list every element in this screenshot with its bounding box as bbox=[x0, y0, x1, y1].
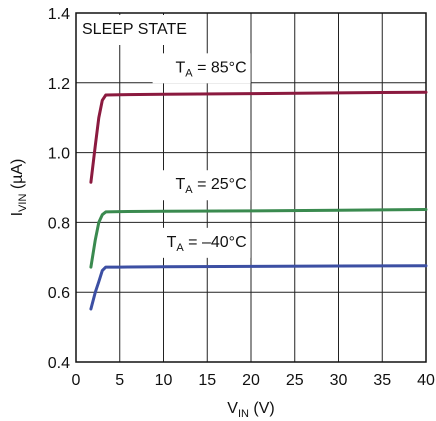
x-tick-label: 35 bbox=[373, 372, 391, 389]
series-label-background bbox=[152, 227, 251, 258]
y-tick-label: 1.2 bbox=[48, 76, 70, 93]
series-line-1 bbox=[89, 208, 428, 269]
note-background bbox=[78, 15, 188, 45]
x-tick-label: 40 bbox=[417, 372, 435, 389]
series-label-background bbox=[152, 53, 251, 84]
series-label-background bbox=[152, 170, 251, 201]
y-tick-label: 0.6 bbox=[48, 285, 70, 302]
x-tick-label: 0 bbox=[72, 372, 81, 389]
series-label-0: TA = 85°C bbox=[176, 59, 247, 79]
grid bbox=[75, 12, 427, 363]
series-line-2 bbox=[89, 264, 428, 311]
series-label-2: TA = –40°C bbox=[167, 234, 247, 254]
chart-note: SLEEP STATE bbox=[82, 21, 187, 38]
tick-labels: 0 5 10 15 20 25 30 35 40 0.4 0.6 0.8 1.0 1.2 1.4 bbox=[48, 6, 435, 389]
y-tick-label: 0.8 bbox=[48, 215, 70, 232]
y-tick-label: 1.4 bbox=[48, 6, 70, 23]
series-group bbox=[89, 90, 428, 311]
x-tick-label: 25 bbox=[286, 372, 304, 389]
x-tick-label: 5 bbox=[115, 372, 124, 389]
plot-frame bbox=[75, 12, 427, 363]
y-tick-label: 1.0 bbox=[48, 146, 70, 163]
x-tick-label: 20 bbox=[242, 372, 260, 389]
x-axis-title: VIN (V) bbox=[227, 400, 274, 420]
y-tick-label: 0.4 bbox=[48, 355, 70, 372]
series-label-1: TA = 25°C bbox=[176, 176, 247, 196]
series-line-0 bbox=[89, 90, 428, 184]
x-tick-label: 30 bbox=[330, 372, 348, 389]
series-labels: TA = 85°C TA = 25°C TA = –40°C bbox=[152, 53, 251, 258]
y-axis-title: IVIN (µA) bbox=[9, 159, 29, 217]
x-tick-label: 10 bbox=[155, 372, 173, 389]
x-tick-label: 15 bbox=[198, 372, 216, 389]
